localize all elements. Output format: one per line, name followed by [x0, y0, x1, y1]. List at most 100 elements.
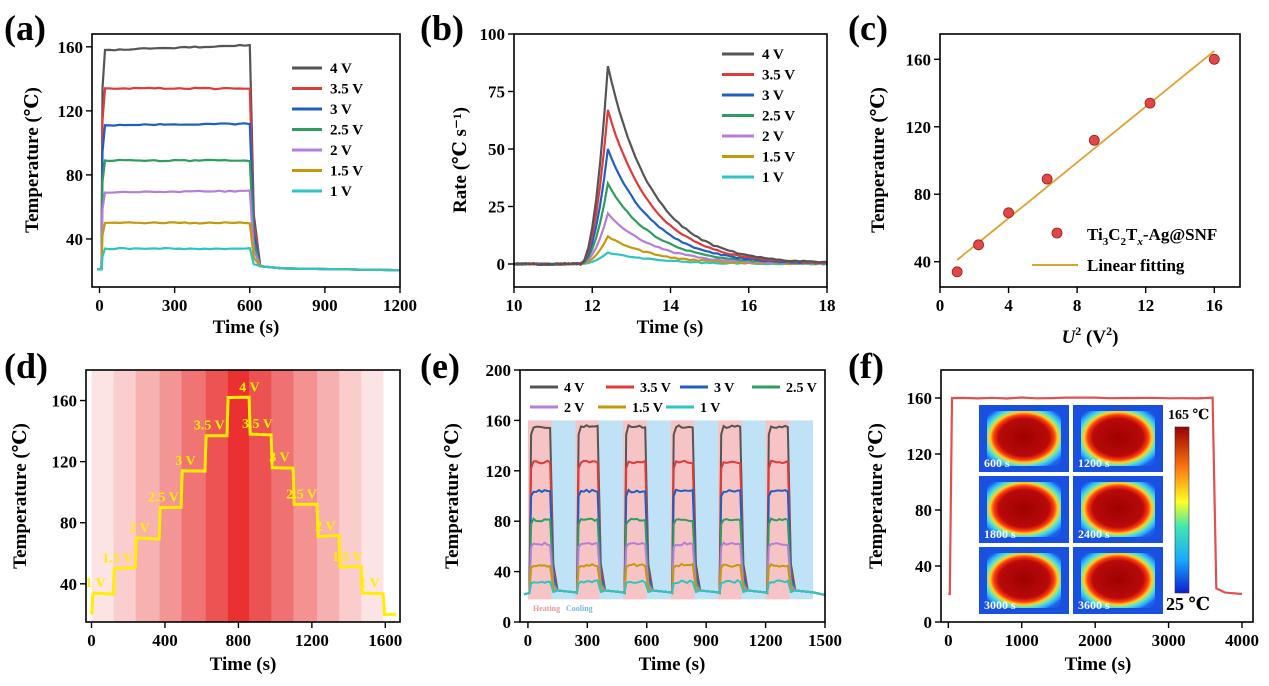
panel-f-thermal-label: 1200 s	[1078, 456, 1110, 470]
panel-e-heating-label: Heating	[533, 604, 560, 613]
panel-f-thermal-images: 600 s 1200 s 1800 s 2400 s 3000 s 3600 s 165 ℃…	[979, 405, 1210, 614]
panel-a-series	[97, 43, 401, 272]
panel-a-xtick-label: 1200	[383, 296, 417, 315]
panel-d-ytick-label: 160	[52, 392, 78, 411]
panel-e-legend-label: 2 V	[564, 401, 584, 416]
panel-c-axes: 0 4 8 12 16 40 80 120 160	[906, 50, 1223, 315]
panel-f-tag: (f)	[848, 346, 884, 386]
panel-e-ylabel: Temperature (℃)	[442, 423, 463, 569]
panel-d-series: 1 V 1.5 V 2 V 2.5 V 3 V 3.5 V 4 V 3.5 V 3 V 2.5 V…	[85, 380, 397, 616]
panel-e-legend-label: 1 V	[700, 401, 720, 416]
panel-d-axes: 0 400 800 1200 1600 40 80 120 160	[52, 392, 403, 650]
panel-f-xtick-label: 3000	[1152, 631, 1186, 650]
panel-f-xtick-label: 4000	[1225, 631, 1259, 650]
panel-b-ylabel: Rate (℃ s⁻¹)	[450, 107, 471, 213]
panel-e-tag: (e)	[420, 346, 460, 386]
panel-a-line-4v	[97, 43, 401, 272]
panel-d-xtick-label: 800	[226, 631, 252, 650]
panel-a: (a) 0 300 600 900 1200 40 80 120 160 4 V 3.5 V 3 V…	[4, 8, 417, 338]
panel-e-legend-label: 2.5 V	[786, 381, 817, 396]
panel-e-frame	[519, 369, 826, 623]
panel-a-line-2.5v	[97, 158, 401, 272]
panel-d-background	[91, 370, 384, 622]
panel-d-tag: (d)	[4, 346, 48, 386]
panel-e: (e) 0 300 600 900 1200 1500 0 40 80 120 160 200 4 V…	[420, 346, 842, 675]
panel-e-legend-label: 3 V	[714, 381, 734, 396]
panel-e-heating-band	[622, 420, 647, 600]
panel-d-band	[361, 370, 384, 622]
panel-f-thermal-hotspot	[987, 482, 1061, 537]
panel-d-step-label: 2 V	[129, 521, 149, 536]
panel-b-xtick-label: 16	[740, 296, 757, 315]
panel-d-step-label: 1 V	[85, 576, 105, 591]
panel-d-step-label: 3 V	[269, 451, 289, 466]
panel-c-ylabel: Temperature (℃)	[868, 87, 889, 233]
panel-b-legend-label: 2 V	[762, 129, 784, 145]
panel-a-line-3v	[97, 122, 401, 272]
panel-f-ylabel: Temperature (℃)	[866, 423, 887, 569]
panel-f-thermal-image: 600 s	[979, 405, 1069, 472]
panel-f-colorbar-min: 25 ℃	[1166, 594, 1210, 614]
panel-b-xlabel: Time (s)	[637, 317, 704, 338]
panel-b-ytick-label: 75	[488, 83, 505, 102]
panel-a-ylabel: Temperature (℃)	[22, 87, 43, 233]
panel-d-frame	[85, 369, 401, 623]
panel-f-colorbar	[1174, 426, 1190, 594]
panel-e-xtick-label: 300	[575, 631, 601, 650]
panel-f-thermal-label: 600 s	[984, 456, 1010, 470]
panel-e-heating-band	[765, 420, 790, 600]
panel-e-xtick-label: 1200	[749, 631, 783, 650]
panel-c-point	[1003, 207, 1014, 219]
panel-e-axes: 0 300 600 900 1200 1500 0 40 80 120 160 200	[486, 361, 843, 650]
panel-f-ytick-label: 120	[907, 445, 933, 464]
panel-d-band	[339, 370, 362, 622]
panel-b-legend-label: 2.5 V	[762, 109, 795, 125]
panel-c-tag: (c)	[848, 8, 888, 48]
panel-a-xtick-label: 900	[312, 296, 338, 315]
panel-e-legend-label: 3.5 V	[640, 381, 671, 396]
panel-c-ytick-label: 160	[906, 50, 932, 69]
panel-f-ytick-label: 80	[915, 501, 932, 520]
panel-a-xtick-label: 0	[95, 296, 104, 315]
panel-e-xlabel: Time (s)	[639, 654, 706, 675]
panel-f-thermal-hotspot	[987, 553, 1061, 608]
panel-b-xtick-label: 14	[662, 296, 680, 315]
panel-e-heating-band	[575, 420, 600, 600]
panel-f-thermal-image: 1800 s	[979, 476, 1069, 543]
panel-c-point	[1088, 134, 1100, 146]
panel-d-step-label: 2 V	[315, 519, 335, 534]
panel-f-axes: 0 1000 2000 3000 4000 0 40 80 120 160	[907, 389, 1259, 650]
panel-f-xtick-label: 0	[944, 631, 953, 650]
panel-d-line	[90, 395, 397, 616]
panel-c-ytick-label: 120	[906, 118, 932, 137]
panel-b-legend: 4 V 3.5 V 3 V 2.5 V 2 V 1.5 V 1 V	[722, 47, 795, 186]
panel-d-band	[113, 370, 136, 622]
panel-d-step-label: 3.5 V	[242, 417, 273, 432]
panel-d-xtick-label: 400	[152, 631, 178, 650]
panel-c-xtick-label: 8	[1073, 296, 1082, 315]
panel-e-line-1v	[523, 579, 826, 596]
panel-b-legend-label: 3.5 V	[762, 68, 795, 84]
panel-f-thermal-hotspot	[1081, 553, 1155, 608]
panel-a-xlabel: Time (s)	[213, 317, 280, 338]
panel-e-cooling-label: Cooling	[566, 604, 593, 613]
panel-c-xtick-label: 4	[1004, 296, 1013, 315]
panel-d-band	[205, 370, 228, 622]
panel-d-band	[317, 370, 340, 622]
panel-b: (b) 10 12 14 16 18 0 25 50 75 100 4 V 3.5 V 3 V 2.5 …	[420, 8, 836, 338]
panel-e-heating-band	[718, 420, 742, 600]
panel-c-xtick-label: 0	[936, 296, 945, 315]
panel-c-xlabel-sup: 2	[1075, 324, 1081, 338]
panel-d-ytick-label: 80	[60, 514, 77, 533]
panel-b-legend-label: 1 V	[762, 170, 784, 186]
panel-c-data	[951, 50, 1220, 278]
panel-d-step-label: 3 V	[175, 454, 195, 469]
panel-d-xtick-label: 1600	[368, 631, 402, 650]
panel-e-ytick-label: 80	[494, 512, 511, 531]
panel-d-band	[181, 370, 206, 622]
panel-d-ytick-label: 120	[52, 453, 78, 472]
panel-b-line-4v	[513, 65, 828, 267]
panel-a-legend-label: 2 V	[330, 143, 352, 159]
panel-e-legend-label: 1.5 V	[632, 401, 663, 416]
panel-c-xlabel-sup2: 2	[1106, 324, 1112, 338]
